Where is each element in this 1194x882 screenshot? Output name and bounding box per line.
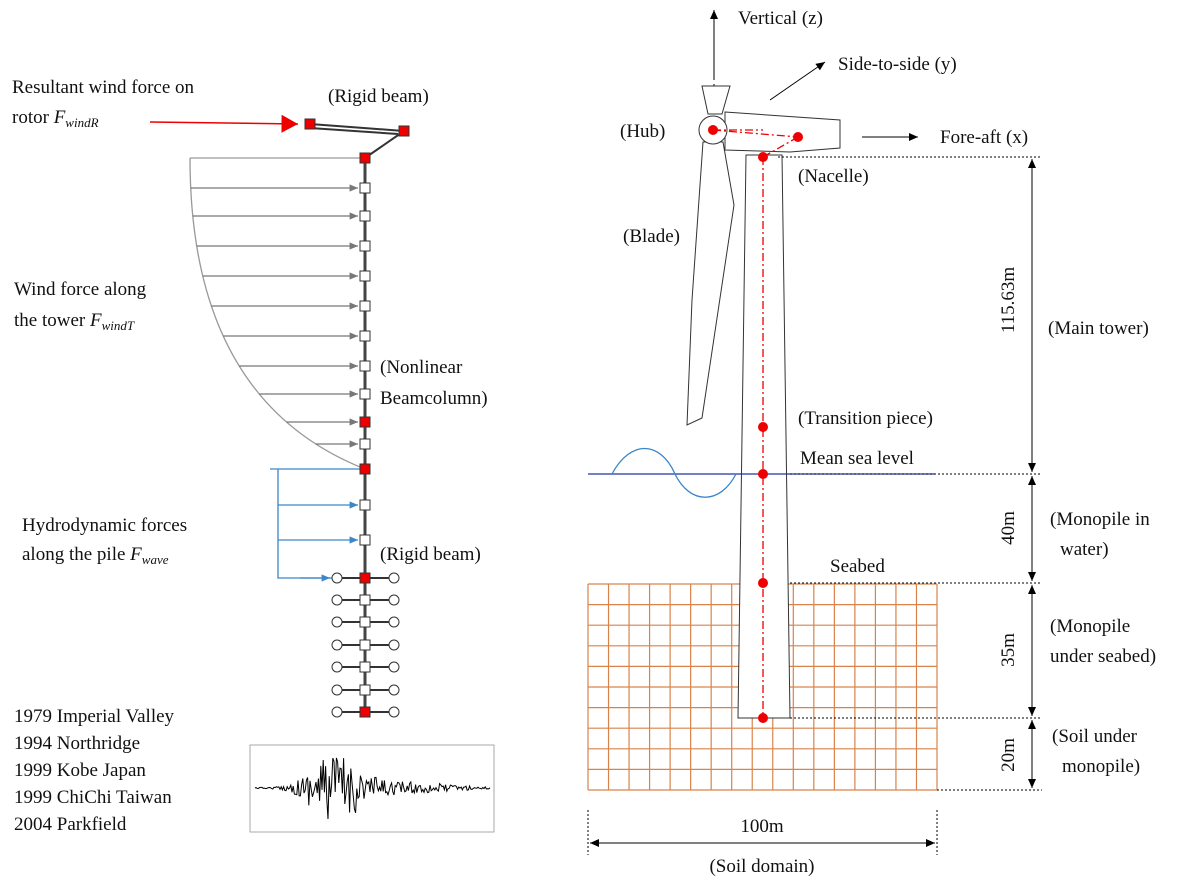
spring-node bbox=[331, 639, 343, 651]
structural-model: Resultant wind force on rotor FwindR (Ri… bbox=[12, 77, 495, 835]
dimension-label: 100m bbox=[740, 816, 784, 837]
wave bbox=[611, 448, 737, 498]
earthquake: 1999 ChiChi Taiwan bbox=[14, 787, 172, 808]
spring-node bbox=[388, 616, 400, 628]
node bbox=[793, 132, 803, 142]
dimension-guides bbox=[587, 156, 1042, 855]
wind-profile bbox=[189, 157, 366, 470]
blade bbox=[701, 85, 731, 115]
dimension-arrows bbox=[590, 159, 1036, 847]
spring-node bbox=[331, 684, 343, 696]
beam-node bbox=[398, 125, 410, 137]
beam-node bbox=[359, 572, 371, 584]
blade-label: (Blade) bbox=[623, 226, 680, 247]
soil-label: (Soil under bbox=[1052, 726, 1138, 747]
beam-node bbox=[359, 499, 371, 511]
node bbox=[758, 422, 768, 432]
nodes bbox=[708, 125, 803, 723]
beam-node bbox=[359, 152, 371, 164]
node bbox=[758, 152, 768, 162]
nacelle bbox=[724, 111, 841, 153]
beam-node bbox=[359, 594, 371, 606]
spring-node bbox=[388, 684, 400, 696]
beam-node bbox=[359, 639, 371, 651]
earthquake: 2004 Parkfield bbox=[14, 814, 127, 835]
tower-wind-label: the tower FwindT bbox=[14, 310, 135, 333]
beam-node bbox=[359, 330, 371, 342]
axis-arrow bbox=[769, 61, 826, 101]
rigid-beam-label: (Rigid beam) bbox=[328, 86, 429, 107]
beam-node bbox=[359, 416, 371, 428]
rotor-force-label: Resultant wind force on bbox=[12, 77, 195, 98]
rigid-beam-top bbox=[309, 123, 407, 159]
beam-node bbox=[359, 300, 371, 312]
tower-wind-label: Wind force along bbox=[14, 279, 147, 300]
wave-profile bbox=[270, 468, 365, 579]
dimension-label: 35m bbox=[998, 633, 1019, 667]
spring-node bbox=[388, 706, 400, 718]
dimension-label: 40m bbox=[998, 511, 1019, 545]
monopile-label: water) bbox=[1060, 539, 1109, 560]
spring-node bbox=[331, 572, 343, 584]
node bbox=[758, 469, 768, 479]
node bbox=[708, 125, 718, 135]
sea-level-label: Mean sea level bbox=[800, 448, 914, 469]
beam-node bbox=[304, 118, 316, 130]
spring-node bbox=[388, 639, 400, 651]
hydro-label: along the pile Fwave bbox=[22, 544, 169, 567]
rotor-force-label: rotor FwindR bbox=[12, 107, 99, 130]
nacelle-label: (Nacelle) bbox=[798, 166, 869, 187]
beamcolumn-label: (Nonlinear bbox=[380, 357, 463, 378]
beam-node bbox=[359, 438, 371, 450]
soil-domain-label: (Soil domain) bbox=[709, 856, 814, 877]
beam-node bbox=[359, 360, 371, 372]
beam-node bbox=[359, 684, 371, 696]
blade bbox=[686, 141, 735, 426]
rigid-beam-label: (Rigid beam) bbox=[380, 544, 481, 565]
earthquake: 1999 Kobe Japan bbox=[14, 760, 146, 781]
monopile-label: (Monopile bbox=[1050, 616, 1130, 637]
spring-node bbox=[388, 661, 400, 673]
dimension-label: 115.63m bbox=[998, 267, 1019, 334]
spring-node bbox=[388, 572, 400, 584]
beam-node bbox=[359, 240, 371, 252]
beam-node bbox=[359, 534, 371, 546]
earthquake: 1994 Northridge bbox=[14, 733, 140, 754]
axis-label: Fore-aft (x) bbox=[940, 127, 1028, 148]
beamcolumn-label: Beamcolumn) bbox=[380, 388, 488, 409]
beam-node bbox=[359, 616, 371, 628]
node bbox=[758, 713, 768, 723]
spring-node bbox=[331, 616, 343, 628]
spring-node bbox=[331, 706, 343, 718]
earthquake: 1979 Imperial Valley bbox=[14, 706, 175, 727]
transition-label: (Transition piece) bbox=[798, 408, 933, 429]
turbine-model: Vertical (z) Side-to-side (y) Fore-aft (… bbox=[587, 8, 1156, 877]
beam-node bbox=[359, 388, 371, 400]
hub-label: (Hub) bbox=[620, 121, 665, 142]
beam-node bbox=[359, 463, 371, 475]
spring-node bbox=[331, 594, 343, 606]
rotor-force-arrow bbox=[149, 114, 299, 133]
beam-node bbox=[359, 661, 371, 673]
seabed-label: Seabed bbox=[830, 556, 885, 577]
beam-node bbox=[359, 182, 371, 194]
spring-node bbox=[388, 594, 400, 606]
node bbox=[758, 578, 768, 588]
dimension-label: 20m bbox=[998, 738, 1019, 772]
monopile-label: under seabed) bbox=[1050, 646, 1156, 667]
seismogram bbox=[254, 757, 491, 820]
axis-label: Vertical (z) bbox=[738, 8, 823, 29]
axis-label: Side-to-side (y) bbox=[838, 54, 957, 75]
soil-label: monopile) bbox=[1062, 756, 1140, 777]
monopile-label: (Monopile in bbox=[1050, 509, 1150, 530]
beam-node bbox=[359, 706, 371, 718]
seismogram-box bbox=[249, 744, 495, 833]
tower bbox=[737, 154, 791, 719]
main-tower-label: (Main tower) bbox=[1048, 318, 1149, 339]
beam-node bbox=[359, 210, 371, 222]
spring-node bbox=[331, 661, 343, 673]
beam-node bbox=[359, 270, 371, 282]
hydro-label: Hydrodynamic forces bbox=[22, 515, 187, 536]
